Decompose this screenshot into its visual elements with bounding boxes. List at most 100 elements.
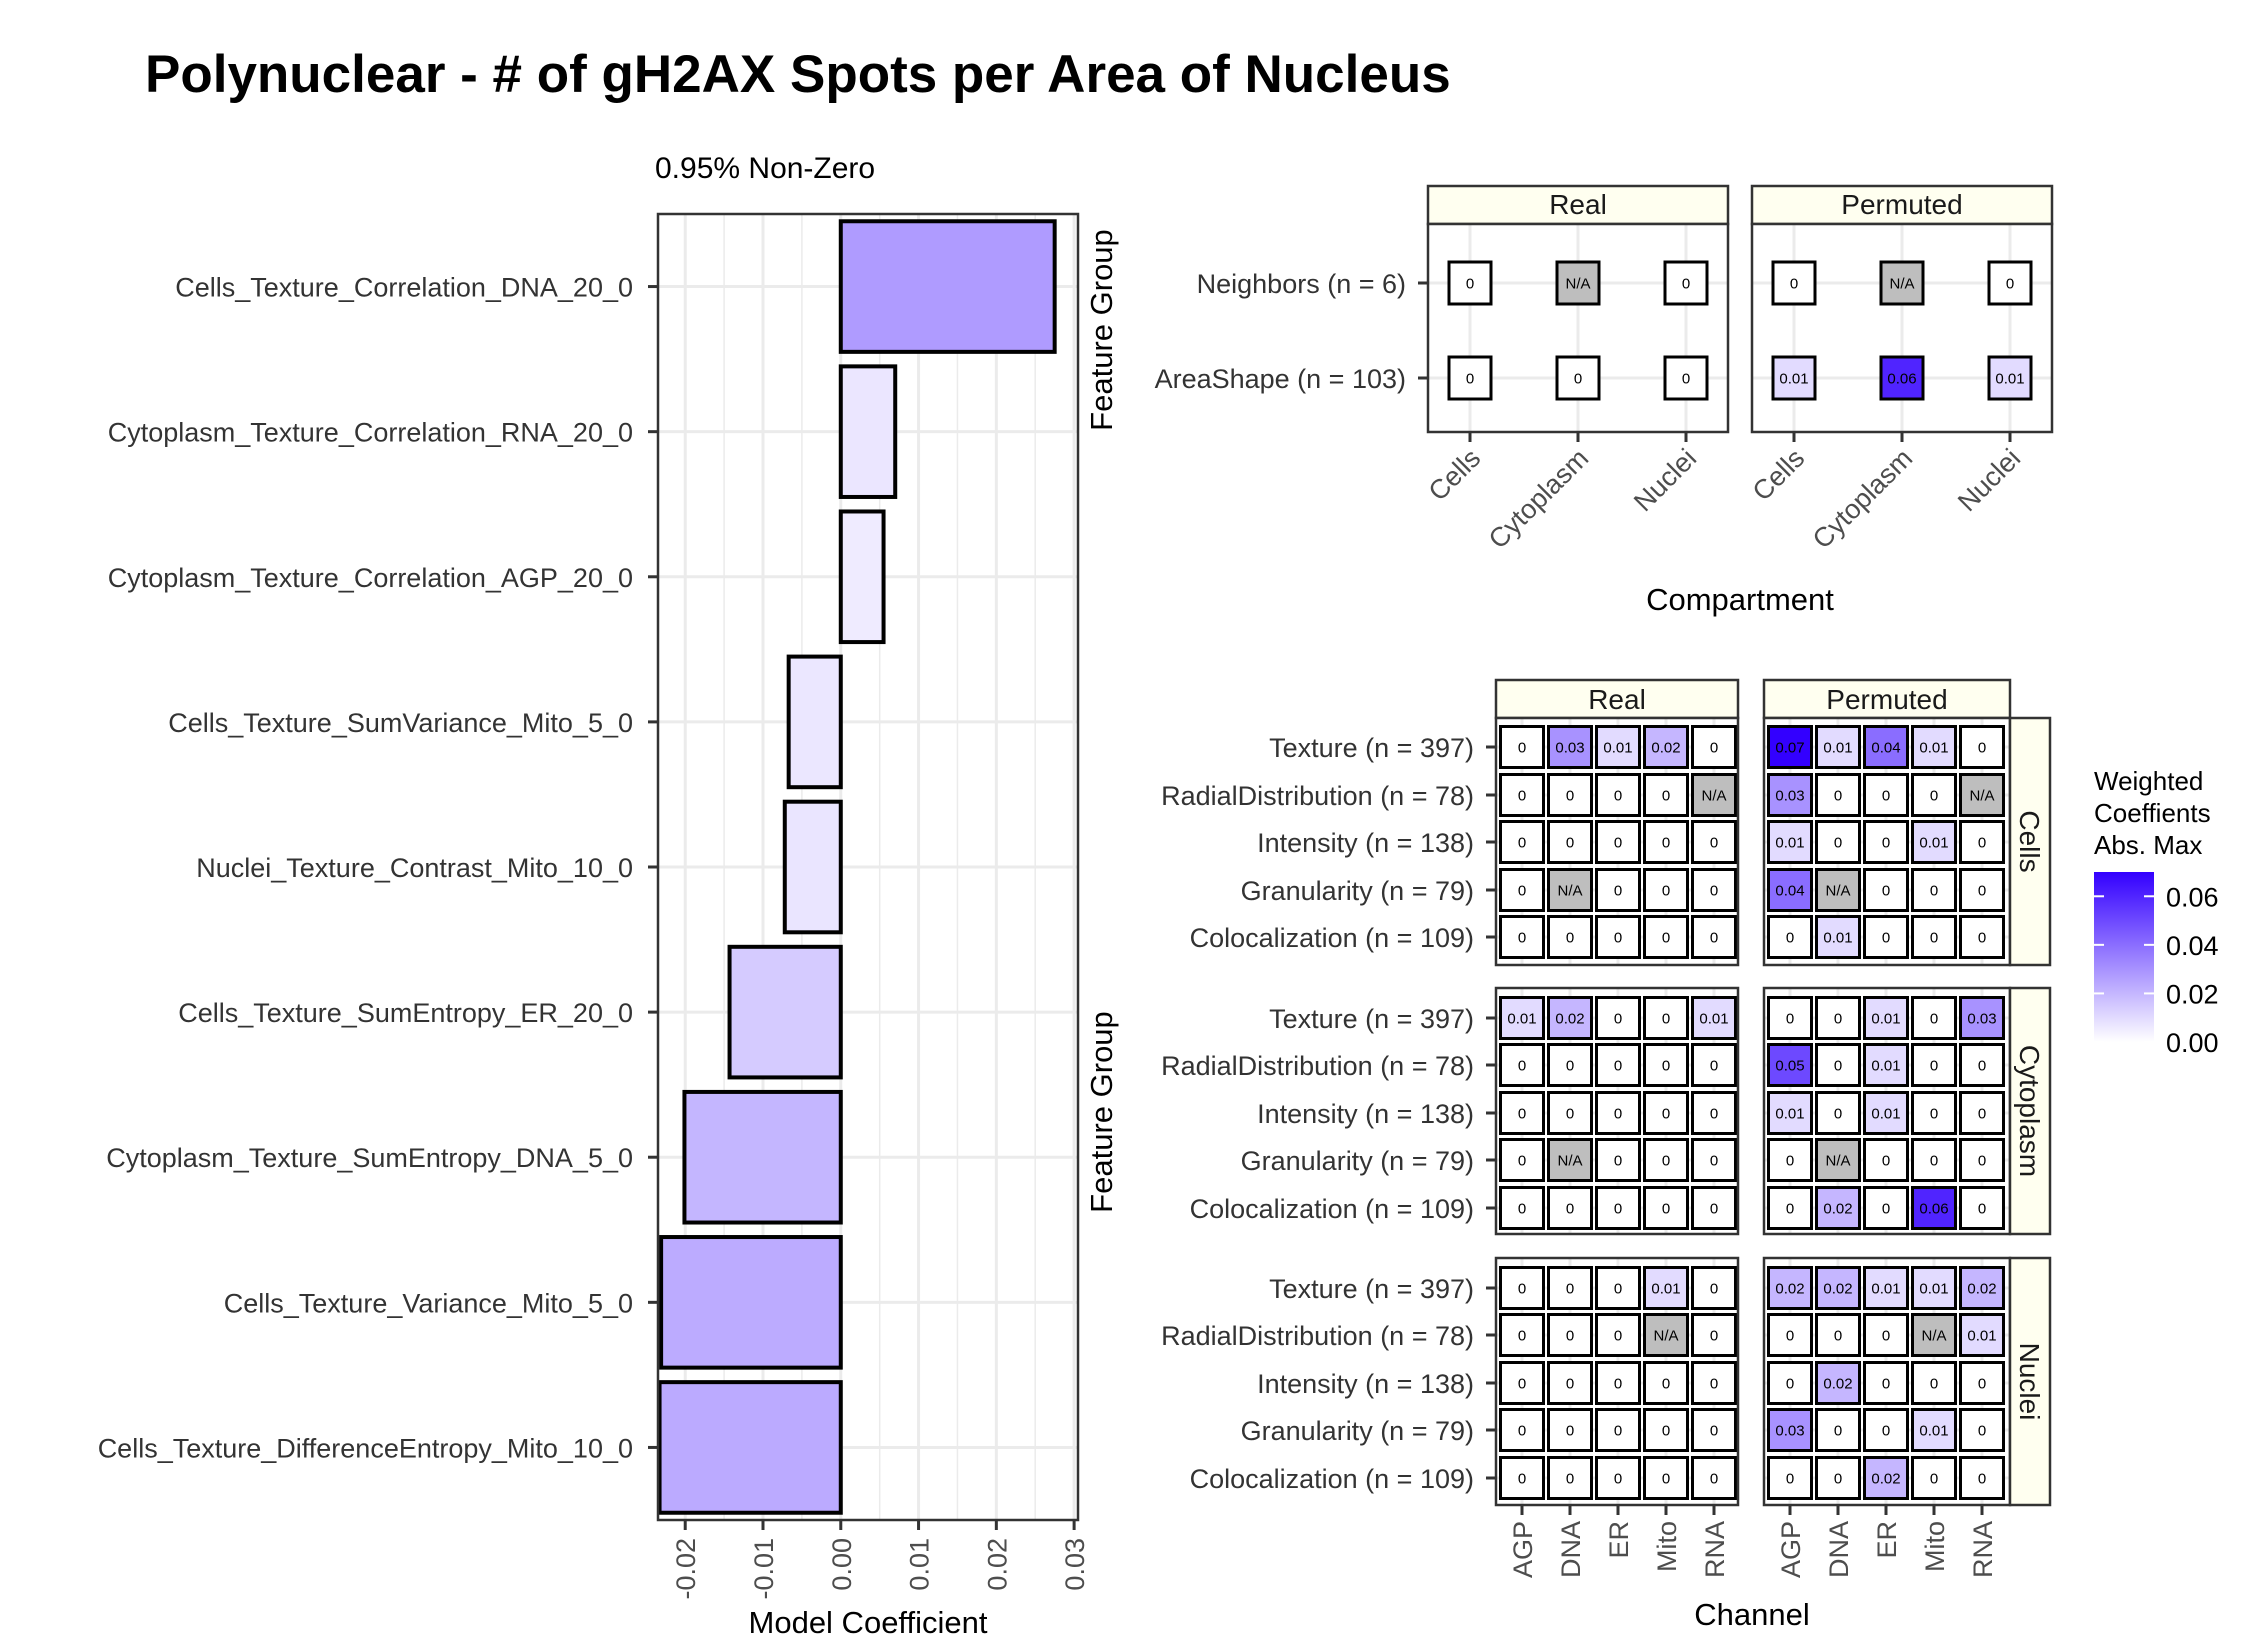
heatmap-tile — [1959, 868, 2005, 912]
heatmap-tile — [1959, 725, 2005, 769]
heatmap-tile — [1911, 1266, 1957, 1310]
heatmap-tile — [1595, 1266, 1641, 1310]
heatmap-tile-label: 0 — [1518, 834, 1526, 851]
facet-strip-label: Real — [1588, 684, 1646, 715]
heatmap-tile-label: 0 — [1978, 834, 1986, 851]
heatmap-tile-label: 0.01 — [1603, 739, 1632, 756]
heatmap-tile-label: 0.03 — [1555, 739, 1584, 756]
heatmap-tile — [1691, 1361, 1737, 1405]
heatmap-tile-label: 0 — [1566, 929, 1574, 946]
facet-strip-permuted — [1762, 678, 2012, 720]
heatmap-tile-label: 0 — [1930, 882, 1938, 899]
heatmap-tile — [1959, 1408, 2005, 1452]
heatmap-tile-label: 0 — [1710, 1105, 1718, 1122]
heatmap-tile-label: 0.01 — [1507, 1010, 1536, 1027]
heatmap-tile-label: 0 — [1978, 882, 1986, 899]
legend-tick-label: 0.06 — [2166, 882, 2219, 912]
heatmap-tile-label: 0 — [1834, 1470, 1842, 1487]
heatmap-tile — [1815, 725, 1861, 769]
heatmap-tile-label: 0 — [1566, 1327, 1574, 1344]
heatmap-tile-label: 0 — [1566, 1375, 1574, 1392]
heatmap-tile — [1863, 773, 1909, 817]
heatmap-tile-label: 0 — [1662, 1152, 1670, 1169]
heatmap-tile — [1547, 996, 1593, 1040]
heatmap-tile — [1499, 1186, 1545, 1230]
heatmap-tile — [1863, 1408, 1909, 1452]
heatmap-tile — [1767, 1313, 1813, 1357]
heatmap-tile — [1815, 1266, 1861, 1310]
heatmap-tile-label: 0.04 — [1871, 739, 1900, 756]
heatmap-tile-label: 0 — [1710, 739, 1718, 756]
facet-row-strip-label: Cells — [2014, 810, 2045, 872]
heatmap-tile-label: 0 — [1710, 1422, 1718, 1439]
heatmap-x-tick-label: Cells — [1747, 443, 1811, 507]
heatmap-tile — [1547, 773, 1593, 817]
heatmap-tile-label: 0 — [1574, 370, 1582, 387]
bar-x-tick-label: 0.02 — [982, 1538, 1012, 1591]
heatmap-tile-label: 0 — [1834, 1422, 1842, 1439]
heatmap-tile-label: 0 — [1662, 1010, 1670, 1027]
heatmap-tile — [1911, 1186, 1957, 1230]
compartment-y-axis-title: Feature Group — [1084, 229, 1119, 431]
heatmap-tile-label: 0.04 — [1775, 882, 1804, 899]
heatmap-tile — [1767, 1361, 1813, 1405]
heatmap-tile-label: 0 — [1882, 787, 1890, 804]
bar — [727, 944, 843, 1080]
heatmap-tile — [1911, 868, 1957, 912]
heatmap-tile-label: 0.02 — [1967, 1280, 1996, 1297]
heatmap-tile-label: 0 — [1614, 834, 1622, 851]
heatmap-tile — [1863, 915, 1909, 959]
heatmap-tile — [1447, 355, 1493, 401]
heatmap-tile-label: 0 — [1786, 1152, 1794, 1169]
heatmap-tile — [1815, 1043, 1861, 1087]
heatmap-tile — [1499, 1361, 1545, 1405]
heatmap-tile — [1447, 260, 1493, 306]
heatmap-tile-label: 0 — [1662, 1470, 1670, 1487]
heatmap-tile — [1863, 1138, 1909, 1182]
heatmap-tile — [1595, 868, 1641, 912]
heatmap-tile — [1767, 1408, 1813, 1452]
heatmap-tile-label: 0 — [1614, 1010, 1622, 1027]
heatmap-y-tick-label: RadialDistribution (n = 78) — [1161, 781, 1474, 811]
heatmap-tile-label: 0 — [1682, 370, 1690, 387]
heatmap-tile-label: 0 — [1978, 1105, 1986, 1122]
heatmap-tile — [1547, 1361, 1593, 1405]
heatmap-tile-label: 0 — [1710, 1470, 1718, 1487]
heatmap-tile — [1911, 1138, 1957, 1182]
bar-category-label: Cells_Texture_Variance_Mito_5_0 — [224, 1288, 633, 1318]
heatmap-tile-label: 0 — [1710, 1057, 1718, 1074]
facet-row-strip-label: Nuclei — [2014, 1343, 2045, 1421]
heatmap-y-tick-label: RadialDistribution (n = 78) — [1161, 1321, 1474, 1351]
heatmap-tile — [1815, 1361, 1861, 1405]
heatmap-tile-label: 0 — [1614, 1105, 1622, 1122]
heatmap-tile-label: 0 — [1614, 1280, 1622, 1297]
heatmap-tile-label: 0 — [1518, 1327, 1526, 1344]
heatmap-tile — [1959, 1266, 2005, 1310]
heatmap-tile-label: 0 — [1786, 1200, 1794, 1217]
heatmap-tile — [1815, 1091, 1861, 1135]
heatmap-tile — [1595, 915, 1641, 959]
heatmap-x-tick-label: ER — [1604, 1521, 1634, 1559]
heatmap-tile-label: 0.01 — [1871, 1010, 1900, 1027]
heatmap-tile — [1547, 868, 1593, 912]
bar-x-tick-label: 0.03 — [1060, 1538, 1090, 1591]
heatmap-tile-label: 0 — [1882, 834, 1890, 851]
heatmap-tile-label: 0.01 — [1871, 1057, 1900, 1074]
heatmap-x-tick-label: Mito — [1920, 1521, 1950, 1572]
heatmap-tile — [1911, 1456, 1957, 1500]
heatmap-tile — [1547, 1456, 1593, 1500]
heatmap-tile — [1643, 1313, 1689, 1357]
heatmap-panel-border — [1494, 986, 1740, 1236]
heatmap-tile-label: 0 — [1518, 1280, 1526, 1297]
heatmap-tile-label: 0 — [1566, 834, 1574, 851]
heatmap-tile-label: 0 — [1786, 1327, 1794, 1344]
bar-x-tick-label: 0.01 — [905, 1538, 935, 1591]
bar-subtitle: 0.95% Non-Zero — [655, 152, 875, 185]
heatmap-x-tick-label: Mito — [1652, 1521, 1682, 1572]
heatmap-tile — [1547, 915, 1593, 959]
heatmap-tile — [1643, 725, 1689, 769]
heatmap-tile — [1815, 820, 1861, 864]
heatmap-tile — [1771, 260, 1817, 306]
heatmap-tile — [1595, 1043, 1641, 1087]
heatmap-tile-label: 0 — [1834, 1057, 1842, 1074]
